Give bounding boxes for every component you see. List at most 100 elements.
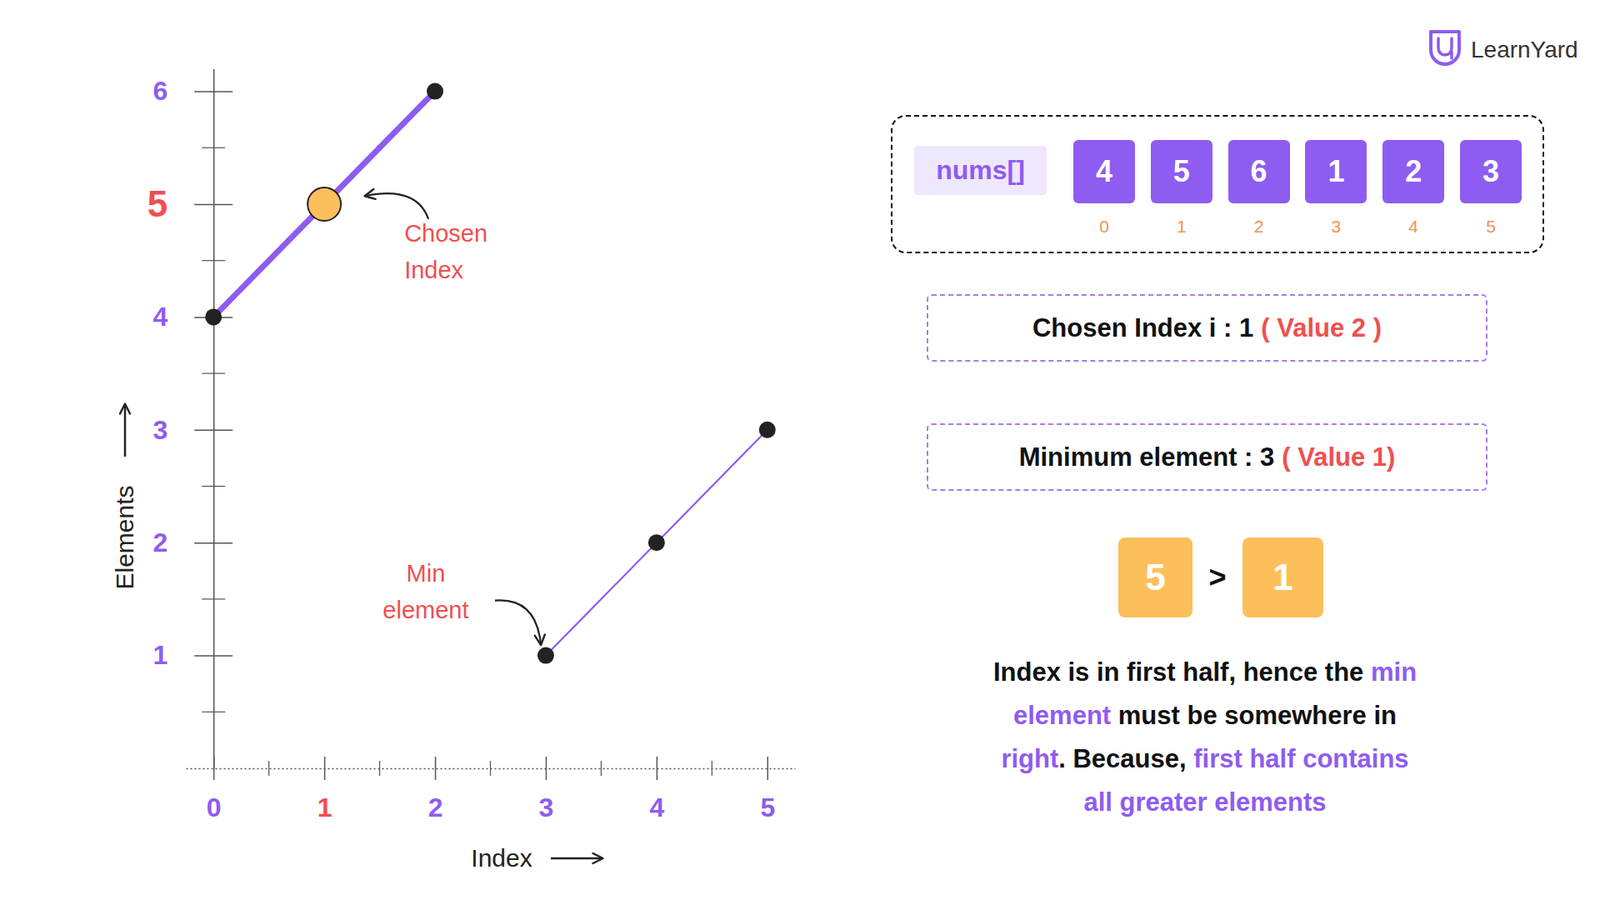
x-tick-label: 1 (317, 792, 333, 823)
y-tick-label: 4 (152, 301, 168, 332)
minor-tick (201, 372, 225, 374)
logo: LearnYard (1430, 31, 1579, 65)
annotation-text: Chosen (404, 220, 488, 247)
minor-tick (379, 760, 380, 776)
annotation-arrow (495, 600, 541, 644)
y-tick-label: 2 (152, 527, 168, 558)
array-index: 5 (1465, 215, 1516, 239)
x-tick-mark (656, 756, 659, 780)
x-axis: 0 1 2 3 4 5 (186, 756, 796, 823)
array-index: 4 (1388, 215, 1439, 239)
explanation-emphasis: all greater elements (1083, 787, 1326, 817)
x-tick-mark (435, 756, 437, 780)
minor-tick (268, 760, 270, 776)
array-cell: 2 (1382, 140, 1445, 204)
y-tick-mark (194, 430, 233, 432)
minor-tick (201, 598, 225, 600)
data-point (648, 534, 665, 551)
explanation-line: all greater elements (871, 780, 1539, 825)
x-tick-mark (213, 756, 215, 780)
x-tick-mark (324, 756, 326, 780)
explanation: Index is in first half, hence the minele… (871, 650, 1539, 825)
compare-right: 1 (1242, 537, 1324, 618)
explanation-emphasis: element (1013, 700, 1111, 730)
minor-tick (201, 485, 225, 487)
explanation-line: element must be somewhere in (871, 694, 1539, 738)
data-point (426, 83, 444, 100)
y-tick-mark (194, 542, 233, 545)
x-tick: 2 (428, 756, 444, 823)
annotation-text: element (382, 596, 469, 624)
logo-text: LearnYard (1470, 36, 1579, 63)
x-tick-label: 2 (428, 792, 444, 823)
y-tick-label: 6 (152, 75, 168, 106)
info-note: ( Value 2 ) (1260, 313, 1382, 344)
info-note: ( Value 1) (1281, 442, 1395, 473)
info-box: Minimum element : 3( Value 1) (926, 423, 1488, 491)
minor-tick (201, 147, 225, 149)
y-tick: 6 (152, 75, 233, 106)
array-index: 0 (1079, 215, 1130, 239)
info-text: Chosen Index i : 1 (1032, 313, 1254, 344)
compare-operator: > (1200, 554, 1235, 601)
logo-icon-inner (1438, 38, 1452, 59)
array-label: nums[] (914, 145, 1047, 195)
explanation-text: Index is in first half, hence the (993, 657, 1371, 687)
info-box: Chosen Index i : 1( Value 2 ) (926, 294, 1488, 362)
y-tick-label: 1 (152, 640, 168, 670)
explanation-emphasis: min (1370, 657, 1417, 687)
y-axis-title: Elements (110, 485, 139, 590)
array-cell: 5 (1150, 140, 1213, 204)
y-tick-mark (194, 655, 233, 657)
x-tick: 1 (317, 756, 333, 823)
array-index: 1 (1156, 215, 1207, 239)
y-tick: 1 (152, 640, 233, 670)
explanation-text: must be somewhere in (1110, 700, 1397, 730)
array-index: 2 (1234, 215, 1285, 239)
logo-icon (1430, 31, 1460, 65)
chosen-marker (307, 187, 341, 221)
minor-tick (711, 760, 713, 776)
x-tick-mark (545, 756, 548, 780)
annotation-text: Min (406, 560, 446, 587)
array-index: 3 (1310, 215, 1361, 239)
x-tick-mark (767, 756, 770, 780)
plot-area (205, 83, 776, 665)
x-tick: 0 (206, 756, 222, 823)
data-point (537, 647, 555, 665)
annotation-arrow (365, 193, 429, 220)
y-tick: 5 (147, 183, 233, 225)
x-axis-title: Index (470, 844, 532, 872)
y-tick-label: 5 (147, 183, 168, 225)
x-tick-label: 5 (760, 792, 775, 823)
minor-tick (600, 760, 602, 776)
y-axis-title-arrow (124, 405, 127, 457)
explanation-text: . Because, (1058, 744, 1194, 774)
compare-left: 5 (1118, 537, 1193, 618)
explanation-emphasis: first half contains (1193, 744, 1409, 774)
annotations: Chosen Index Min element (365, 193, 541, 644)
annotation-text: Index (404, 256, 464, 284)
minor-tick (490, 760, 491, 776)
array-cell: 6 (1228, 140, 1290, 204)
y-tick: 3 (152, 415, 233, 445)
array-cell: 4 (1073, 140, 1135, 204)
explanation-line: right. Because, first half contains (871, 737, 1539, 781)
y-tick-mark (194, 90, 233, 93)
x-tick: 5 (760, 756, 775, 823)
data-point (205, 308, 222, 325)
series-line (213, 91, 435, 318)
minor-tick (201, 260, 225, 261)
x-tick-label: 4 (649, 792, 665, 823)
explanation-line: Index is in first half, hence the min (871, 650, 1539, 695)
x-axis-title-arrow (550, 857, 602, 860)
info-text: Minimum element : 3 (1019, 442, 1275, 473)
x-tick-label: 3 (539, 792, 555, 823)
data-point (759, 421, 776, 439)
x-tick-label: 0 (206, 792, 222, 823)
y-tick-label: 3 (152, 415, 168, 445)
minor-tick (201, 711, 225, 713)
y-axis: 1 2 3 4 5 6 (147, 69, 233, 770)
y-tick-mark (194, 204, 233, 206)
explanation-emphasis: right (1000, 744, 1059, 774)
